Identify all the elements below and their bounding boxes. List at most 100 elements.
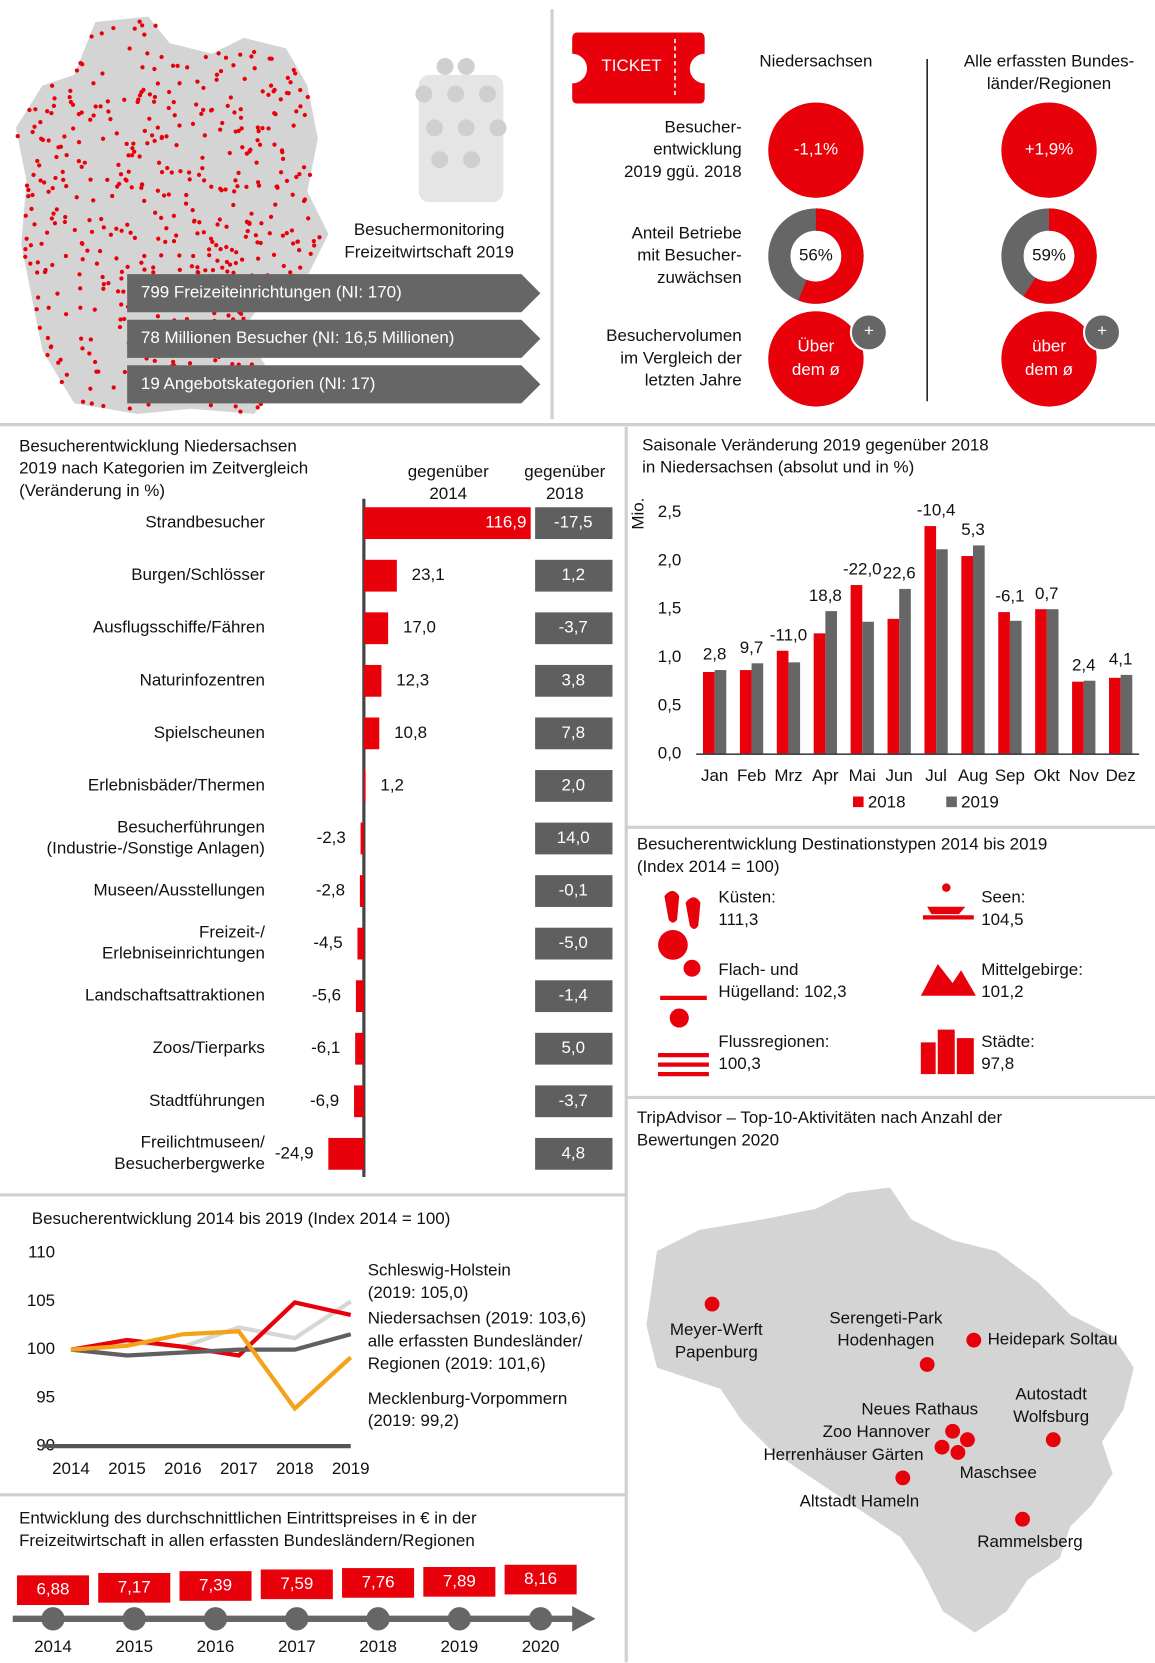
place-dot xyxy=(919,1357,935,1372)
category-label: (Industrie-/Sonstige Anlagen) xyxy=(46,839,264,858)
map-dot xyxy=(35,260,40,265)
map-dot xyxy=(223,187,228,192)
map-dot xyxy=(119,269,125,275)
map-dot xyxy=(240,145,245,150)
map-dot xyxy=(127,46,132,51)
map-dot xyxy=(311,238,316,244)
category-label: Stadtführungen xyxy=(149,1091,265,1110)
map-dot xyxy=(132,26,137,31)
bar xyxy=(899,588,911,755)
map-dot xyxy=(38,178,43,183)
map-dot xyxy=(128,230,133,235)
annotation: 2,4 xyxy=(1072,655,1096,674)
place-dot xyxy=(1015,1511,1030,1527)
map-dot xyxy=(244,151,249,156)
map-dot xyxy=(203,268,208,273)
place-label: Autostadt xyxy=(1015,1385,1087,1404)
kpi-value: über xyxy=(1032,337,1066,356)
badge xyxy=(1082,313,1122,352)
map-dot xyxy=(52,221,58,226)
bar xyxy=(363,559,397,592)
donut-share xyxy=(1023,208,1097,304)
value-label: -2,8 xyxy=(316,881,345,900)
map-dot xyxy=(201,178,207,183)
bar xyxy=(355,980,364,1013)
map-dot xyxy=(166,192,171,197)
map-dot xyxy=(258,240,263,246)
map-dot xyxy=(127,406,132,411)
comparison-box xyxy=(535,559,613,592)
y-tick-label: 2,0 xyxy=(658,550,682,569)
map-dot xyxy=(220,265,225,270)
column-header: Niedersachsen xyxy=(759,52,872,71)
price-label: 7,89 xyxy=(443,1571,476,1590)
map-dot xyxy=(177,81,182,86)
category-label: Erlebniseinrichtungen xyxy=(102,944,265,963)
map-dot xyxy=(294,109,299,114)
bar xyxy=(714,670,727,755)
map-dot xyxy=(177,267,182,273)
destination-value: 97,8 xyxy=(981,1054,1014,1073)
map-dot xyxy=(118,172,124,177)
map-dot xyxy=(214,77,219,82)
x-tick-label: Dez xyxy=(1106,766,1136,785)
map-dot xyxy=(91,113,96,118)
map-dot xyxy=(122,316,127,322)
map-dot xyxy=(238,115,244,120)
map-dot xyxy=(79,164,84,170)
map-dot xyxy=(255,138,260,143)
price-label: 7,39 xyxy=(199,1575,232,1594)
map-dot xyxy=(171,238,177,244)
price-box xyxy=(342,1568,415,1598)
map-dot xyxy=(234,250,239,255)
map-dot xyxy=(248,147,253,152)
place-label: Hodenhagen xyxy=(837,1331,934,1350)
map-dot xyxy=(71,126,76,131)
section-title: Entwicklung des durchschnittlichen Eintr… xyxy=(19,1509,477,1528)
map-dot xyxy=(185,65,190,70)
map-dot xyxy=(76,140,82,145)
map-dot xyxy=(218,69,224,74)
timeline-node xyxy=(203,1607,228,1631)
map-dot xyxy=(216,51,221,56)
map-dot xyxy=(91,198,96,203)
year-label: 2018 xyxy=(359,1637,397,1656)
map-dot xyxy=(74,68,80,73)
map-dot xyxy=(284,90,290,96)
map-dot xyxy=(98,104,103,109)
map-dot xyxy=(49,216,54,221)
map-dot xyxy=(140,65,145,70)
price-box xyxy=(179,1571,252,1601)
map-dot xyxy=(298,87,303,93)
map-dot xyxy=(209,184,214,189)
map-dot xyxy=(175,63,180,68)
map-dot xyxy=(48,345,53,350)
map-dot xyxy=(79,241,84,246)
bar xyxy=(825,611,838,755)
map-dot xyxy=(149,133,155,138)
map-dot xyxy=(306,216,311,221)
category-label: Landschaftsattraktionen xyxy=(85,986,265,1005)
bar xyxy=(936,549,948,755)
map-dot xyxy=(308,251,313,256)
row-label: Besuchervolumen xyxy=(606,326,742,345)
map-dot xyxy=(118,317,123,322)
place-label: Zoo Hannover xyxy=(823,1422,931,1441)
map-dot xyxy=(177,123,182,128)
map-dot xyxy=(228,95,233,100)
x-tick-label: Jan xyxy=(701,766,728,785)
place-dot xyxy=(966,1332,982,1348)
map-dot xyxy=(123,177,128,182)
map-dot xyxy=(243,234,248,239)
comparison-label: -17,5 xyxy=(554,513,593,532)
value-label: -6,9 xyxy=(310,1091,339,1110)
map-dot xyxy=(89,229,95,235)
map-dot xyxy=(99,216,104,222)
row-label: entwicklung xyxy=(653,140,742,159)
map-dot xyxy=(78,305,83,310)
map-dot xyxy=(159,135,164,141)
fact-text: 799 Freizeiteinrichtungen (NI: 170) xyxy=(141,283,402,302)
map-dot xyxy=(257,142,263,147)
annotation: 2,8 xyxy=(703,645,727,664)
place-label: Serengeti-Park xyxy=(829,1308,943,1327)
